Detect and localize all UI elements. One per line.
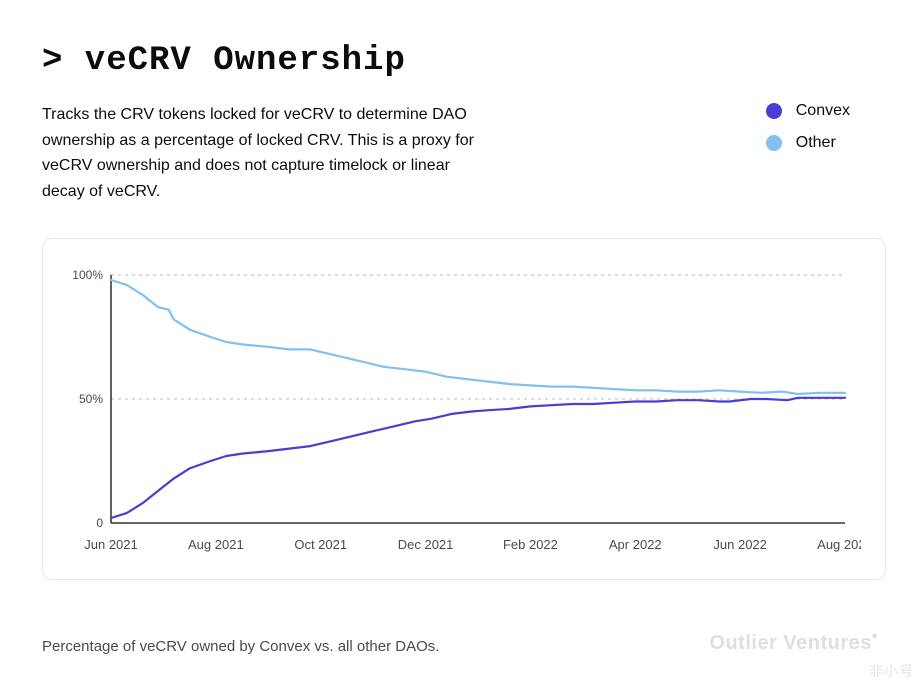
series-other: [111, 280, 845, 394]
source-watermark: 非小号: [869, 661, 914, 681]
legend-item-convex: Convex: [766, 102, 850, 120]
chart-card: 100% 50% 0 Jun 2021 Aug 2021 Oct 2021 De…: [42, 238, 886, 580]
chart-area: 100% 50% 0 Jun 2021 Aug 2021 Oct 2021 De…: [55, 263, 859, 559]
footer-caption: Percentage of veCRV owned by Convex vs. …: [42, 638, 439, 655]
brand-dot-icon: •: [872, 628, 878, 645]
xtick-6: Jun 2022: [713, 537, 767, 552]
xtick-0: Jun 2021: [84, 537, 138, 552]
ytick-50: 50%: [79, 392, 103, 406]
xtick-7: Aug 2022: [817, 537, 861, 552]
xtick-1: Aug 2021: [188, 537, 244, 552]
brand-text: Outlier Ventures: [709, 632, 872, 654]
legend-swatch-other: [766, 135, 782, 151]
xtick-2: Oct 2021: [294, 537, 347, 552]
legend: Convex Other: [766, 102, 886, 152]
xtick-5: Apr 2022: [609, 537, 662, 552]
legend-item-other: Other: [766, 134, 850, 152]
header-row: Tracks the CRV tokens locked for veCRV t…: [42, 102, 886, 204]
line-chart: 100% 50% 0 Jun 2021 Aug 2021 Oct 2021 De…: [55, 263, 861, 561]
ytick-0: 0: [96, 516, 103, 530]
page-title: > veCRV Ownership: [42, 42, 886, 80]
x-ticks: Jun 2021 Aug 2021 Oct 2021 Dec 2021 Feb …: [84, 537, 861, 552]
legend-swatch-convex: [766, 103, 782, 119]
series-convex: [111, 398, 845, 518]
xtick-3: Dec 2021: [398, 537, 454, 552]
legend-label-other: Other: [796, 134, 836, 152]
brand-wordmark: Outlier Ventures•: [709, 632, 878, 655]
xtick-4: Feb 2022: [503, 537, 558, 552]
ytick-100: 100%: [72, 268, 103, 282]
chart-description: Tracks the CRV tokens locked for veCRV t…: [42, 102, 482, 204]
legend-label-convex: Convex: [796, 102, 850, 120]
